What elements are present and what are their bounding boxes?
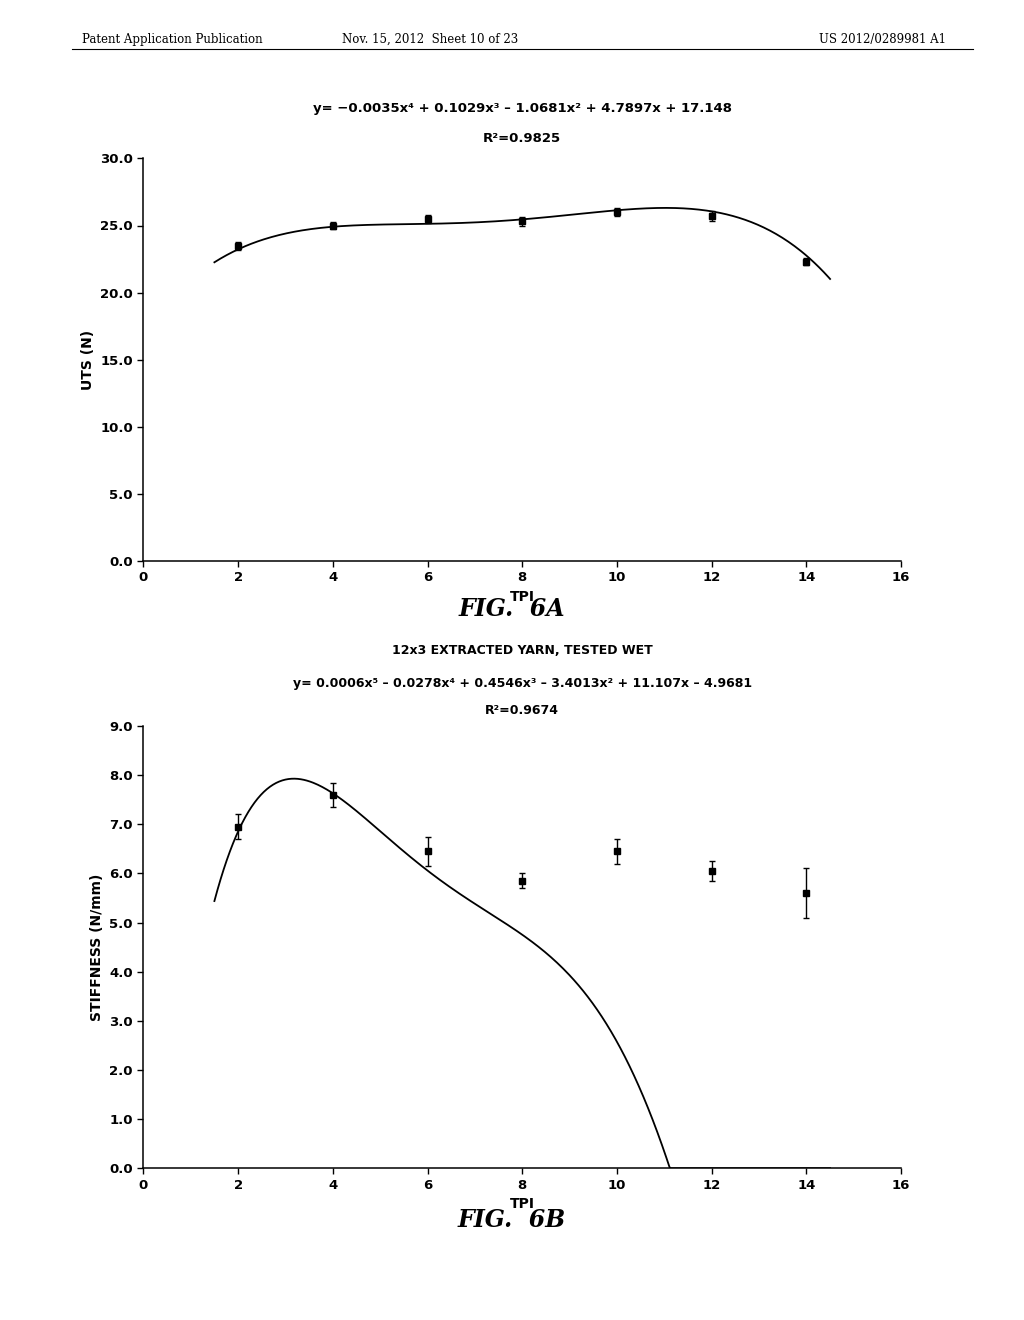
Text: Patent Application Publication: Patent Application Publication: [82, 33, 262, 46]
Text: R²=0.9825: R²=0.9825: [483, 132, 561, 145]
Y-axis label: UTS (N): UTS (N): [81, 330, 94, 389]
X-axis label: TPI: TPI: [510, 1197, 535, 1212]
Text: FIG.  6B: FIG. 6B: [458, 1208, 566, 1232]
X-axis label: TPI: TPI: [510, 590, 535, 605]
Y-axis label: STIFFNESS (N/mm): STIFFNESS (N/mm): [90, 874, 103, 1020]
Text: FIG.  6A: FIG. 6A: [459, 597, 565, 620]
Text: y= 0.0006x⁵ – 0.0278x⁴ + 0.4546x³ – 3.4013x² + 11.107x – 4.9681: y= 0.0006x⁵ – 0.0278x⁴ + 0.4546x³ – 3.40…: [293, 677, 752, 690]
Text: R²=0.9674: R²=0.9674: [485, 704, 559, 717]
Text: y= −0.0035x⁴ + 0.1029x³ – 1.0681x² + 4.7897x + 17.148: y= −0.0035x⁴ + 0.1029x³ – 1.0681x² + 4.7…: [312, 102, 732, 115]
Text: 12x3 EXTRACTED YARN, TESTED WET: 12x3 EXTRACTED YARN, TESTED WET: [392, 644, 652, 657]
Text: Nov. 15, 2012  Sheet 10 of 23: Nov. 15, 2012 Sheet 10 of 23: [342, 33, 518, 46]
Text: US 2012/0289981 A1: US 2012/0289981 A1: [819, 33, 946, 46]
